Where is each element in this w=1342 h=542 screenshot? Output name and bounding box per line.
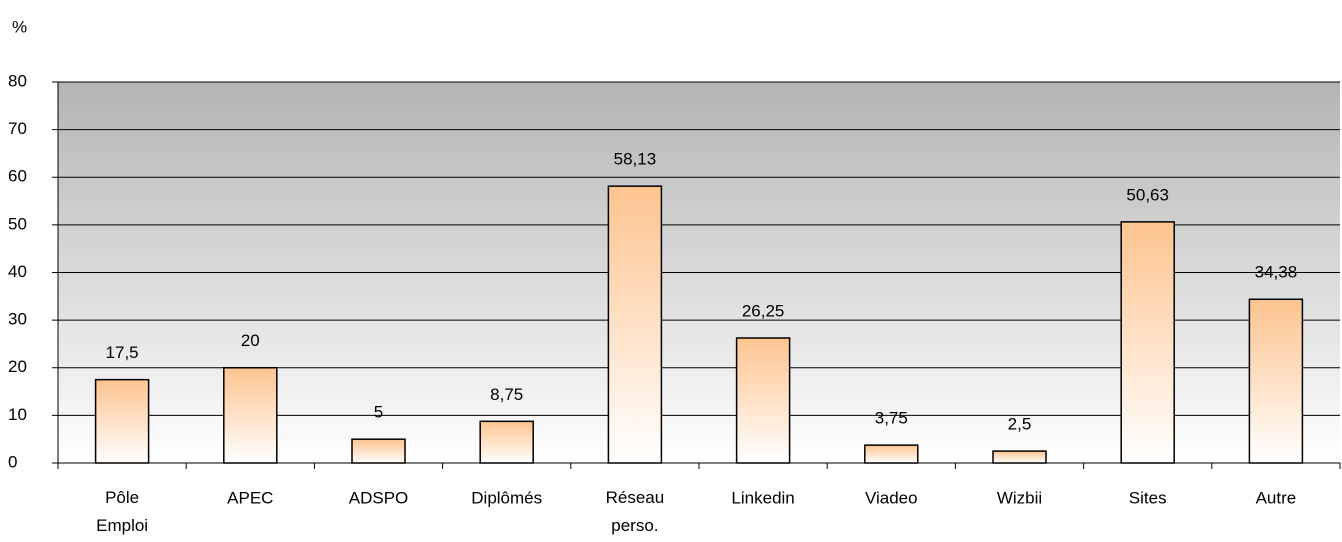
data-label: 20 — [241, 331, 260, 350]
x-tick-label: Réseau perso. — [606, 488, 665, 535]
x-tick-label: ADSPO — [349, 488, 409, 507]
x-tick-label: APEC — [227, 488, 273, 507]
bar — [992, 450, 1047, 464]
y-tick-label: 60 — [8, 167, 27, 186]
y-tick-label: 0 — [8, 452, 17, 471]
y-axis-label: % — [12, 17, 27, 36]
y-tick-label: 70 — [8, 119, 27, 138]
bar — [607, 185, 663, 464]
data-label: 3,75 — [875, 409, 908, 428]
y-tick-label: 30 — [8, 310, 27, 329]
bar — [223, 367, 278, 464]
x-tick-label: Wizbii — [997, 488, 1042, 507]
bar — [479, 420, 534, 464]
bar — [735, 337, 791, 464]
y-tick-label: 80 — [8, 71, 27, 90]
y-tick-label: 40 — [8, 262, 27, 281]
data-label: 58,13 — [614, 150, 657, 169]
x-tick-label: Linkedin — [731, 488, 794, 507]
data-label: 5 — [374, 403, 383, 422]
data-label: 8,75 — [490, 385, 523, 404]
y-tick-label: 10 — [8, 405, 27, 424]
data-label: 17,5 — [106, 343, 139, 362]
y-tick-label: 20 — [8, 357, 27, 376]
data-label: 50,63 — [1126, 185, 1169, 204]
bar — [1120, 221, 1175, 464]
bar — [351, 438, 406, 464]
y-tick-label: 50 — [8, 214, 27, 233]
bar — [94, 378, 150, 464]
bar — [1248, 298, 1304, 464]
data-label: 2,5 — [1008, 415, 1032, 434]
data-label: 26,25 — [742, 301, 785, 320]
x-tick-label: Autre — [1256, 488, 1297, 507]
x-tick-label: Pôle Emploi — [96, 488, 148, 535]
x-tick-label: Diplômés — [471, 488, 542, 507]
bar — [864, 444, 919, 464]
x-tick-label: Viadeo — [865, 488, 918, 507]
data-label: 34,38 — [1255, 263, 1298, 282]
x-tick-label: Sites — [1129, 488, 1167, 507]
